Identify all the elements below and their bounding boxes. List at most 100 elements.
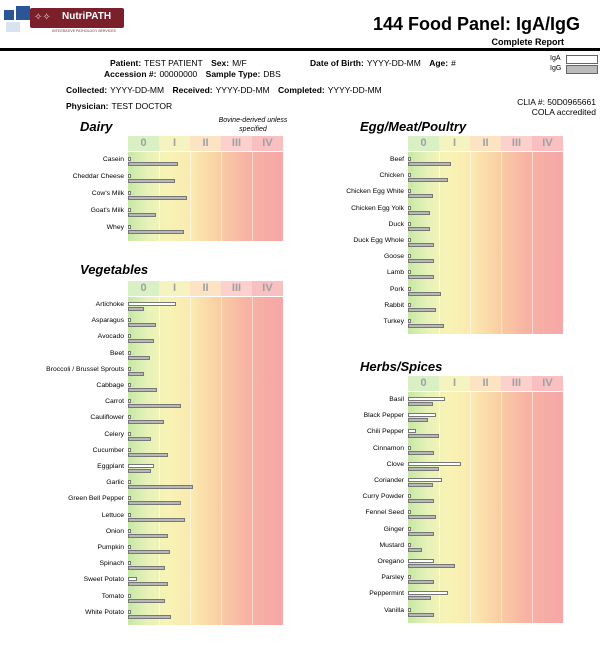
logo-tagline: INTEGRATIVE PATHOLOGY SERVICES (52, 29, 116, 33)
dob-row: Date of Birth: YYYY-DD-MM Age: # (310, 58, 462, 68)
food-label: Lamb (386, 269, 404, 277)
class-gridline (470, 152, 471, 335)
igg-bar (408, 466, 439, 471)
class-label-III: III (221, 281, 252, 296)
igg-bar (128, 452, 169, 457)
igg-bar (408, 291, 441, 296)
dob-value: YYYY-DD-MM (366, 58, 421, 68)
class-label-IV: IV (532, 376, 563, 391)
food-label: Ginger (383, 525, 404, 533)
food-label: Whey (106, 224, 124, 231)
iga-bar (128, 334, 131, 339)
igg-bar (408, 402, 433, 406)
class-label-III: III (501, 376, 532, 391)
accession-label: Accession #: (104, 69, 157, 79)
patient-value: TEST PATIENT (144, 58, 203, 68)
igg-bar (408, 243, 435, 247)
iga-bar (128, 545, 131, 549)
food-label: Turkey (383, 318, 404, 325)
clia-number: CLIA #: 50D0965661 (517, 97, 596, 107)
class-label-0: 0 (128, 281, 159, 296)
iga-bar (408, 591, 449, 596)
igg-bar (408, 434, 439, 439)
iga-bar (128, 480, 131, 485)
igg-bar (128, 598, 166, 603)
iga-bar (128, 528, 131, 533)
igg-bar (128, 307, 144, 311)
igg-bar (408, 178, 449, 183)
dna-helix-icon: ✧✧ (34, 12, 51, 23)
class-label-0: 0 (408, 136, 439, 151)
sex-value: M/F (232, 58, 247, 68)
iga-bar (128, 609, 131, 614)
food-label: Chili Pepper (366, 428, 404, 436)
igg-bar (408, 564, 455, 568)
iga-bar (128, 302, 177, 306)
collected-value: YYYY-DD-MM (110, 85, 165, 95)
iga-bar (408, 542, 411, 547)
igg-bar (408, 580, 435, 585)
igg-bar (128, 371, 144, 376)
igg-bar (408, 499, 435, 504)
igg-bar (408, 275, 435, 280)
iga-bar (128, 464, 155, 468)
iga-bar (128, 561, 131, 566)
iga-bar (128, 593, 131, 598)
iga-bar (128, 415, 131, 420)
food-label: Fennel Seed (365, 509, 404, 517)
food-label: Goose (383, 253, 404, 261)
iga-bar (408, 189, 411, 194)
iga-bar (128, 208, 131, 212)
igg-bar (408, 307, 436, 312)
class-label-II: II (190, 136, 221, 151)
food-label: Oregano (377, 558, 404, 565)
food-label: Chicken Egg White (346, 188, 404, 196)
iga-bar (128, 350, 131, 355)
sample-type-label: Sample Type: (205, 69, 261, 79)
food-label: Carrot (105, 398, 124, 406)
class-label-IV: IV (252, 281, 283, 296)
class-gridline (439, 152, 440, 335)
igg-bar (408, 483, 433, 487)
food-label: Eggplant (97, 463, 124, 470)
food-label: Cinnamon (373, 444, 404, 452)
dates-row: Collected: YYYY-DD-MM Received: YYYY-DD-MM… (66, 85, 388, 95)
herbs-spices-class-header: 0 I II III IV (408, 376, 563, 391)
food-label: Cabbage (96, 382, 124, 389)
accession-value: 00000000 (159, 69, 198, 79)
igg-bar (408, 194, 433, 199)
herbs-spices-title: Herbs/Spices (360, 359, 443, 374)
iga-bar (408, 575, 411, 580)
legend-iga-swatch (566, 55, 598, 64)
food-label: Casein (102, 156, 124, 163)
egg-meat-poultry-class-header: 0 I II III IV (408, 136, 563, 151)
class-gridline (501, 392, 502, 623)
food-label: Basil (389, 396, 404, 403)
age-label: Age: (429, 58, 449, 68)
received-label: Received: (172, 85, 213, 95)
iga-bar (408, 238, 411, 242)
class-label-0: 0 (408, 376, 439, 391)
igg-bar (408, 418, 429, 423)
physician-value: TEST DOCTOR (111, 101, 173, 111)
logo-plate (30, 8, 124, 28)
iga-bar (408, 319, 411, 323)
class-label-I: I (439, 136, 470, 151)
iga-bar (128, 191, 131, 195)
class-label-IV: IV (532, 136, 563, 151)
herbs-spices-chart-area (408, 392, 563, 623)
food-label: Peppermint (369, 590, 404, 598)
iga-bar (408, 302, 411, 307)
food-label: Beef (390, 156, 404, 163)
igg-bar (128, 213, 156, 217)
collected-label: Collected: (66, 85, 108, 95)
legend-igg-swatch (566, 65, 598, 74)
sample-type-value: DBS (263, 69, 281, 79)
logo-square-icon (16, 6, 30, 20)
food-label: Celery (104, 430, 124, 438)
food-label: Coriander (374, 477, 404, 484)
iga-bar (128, 174, 131, 178)
igg-bar (408, 515, 436, 520)
food-label: Lettuce (101, 511, 124, 519)
iga-bar (128, 157, 131, 161)
